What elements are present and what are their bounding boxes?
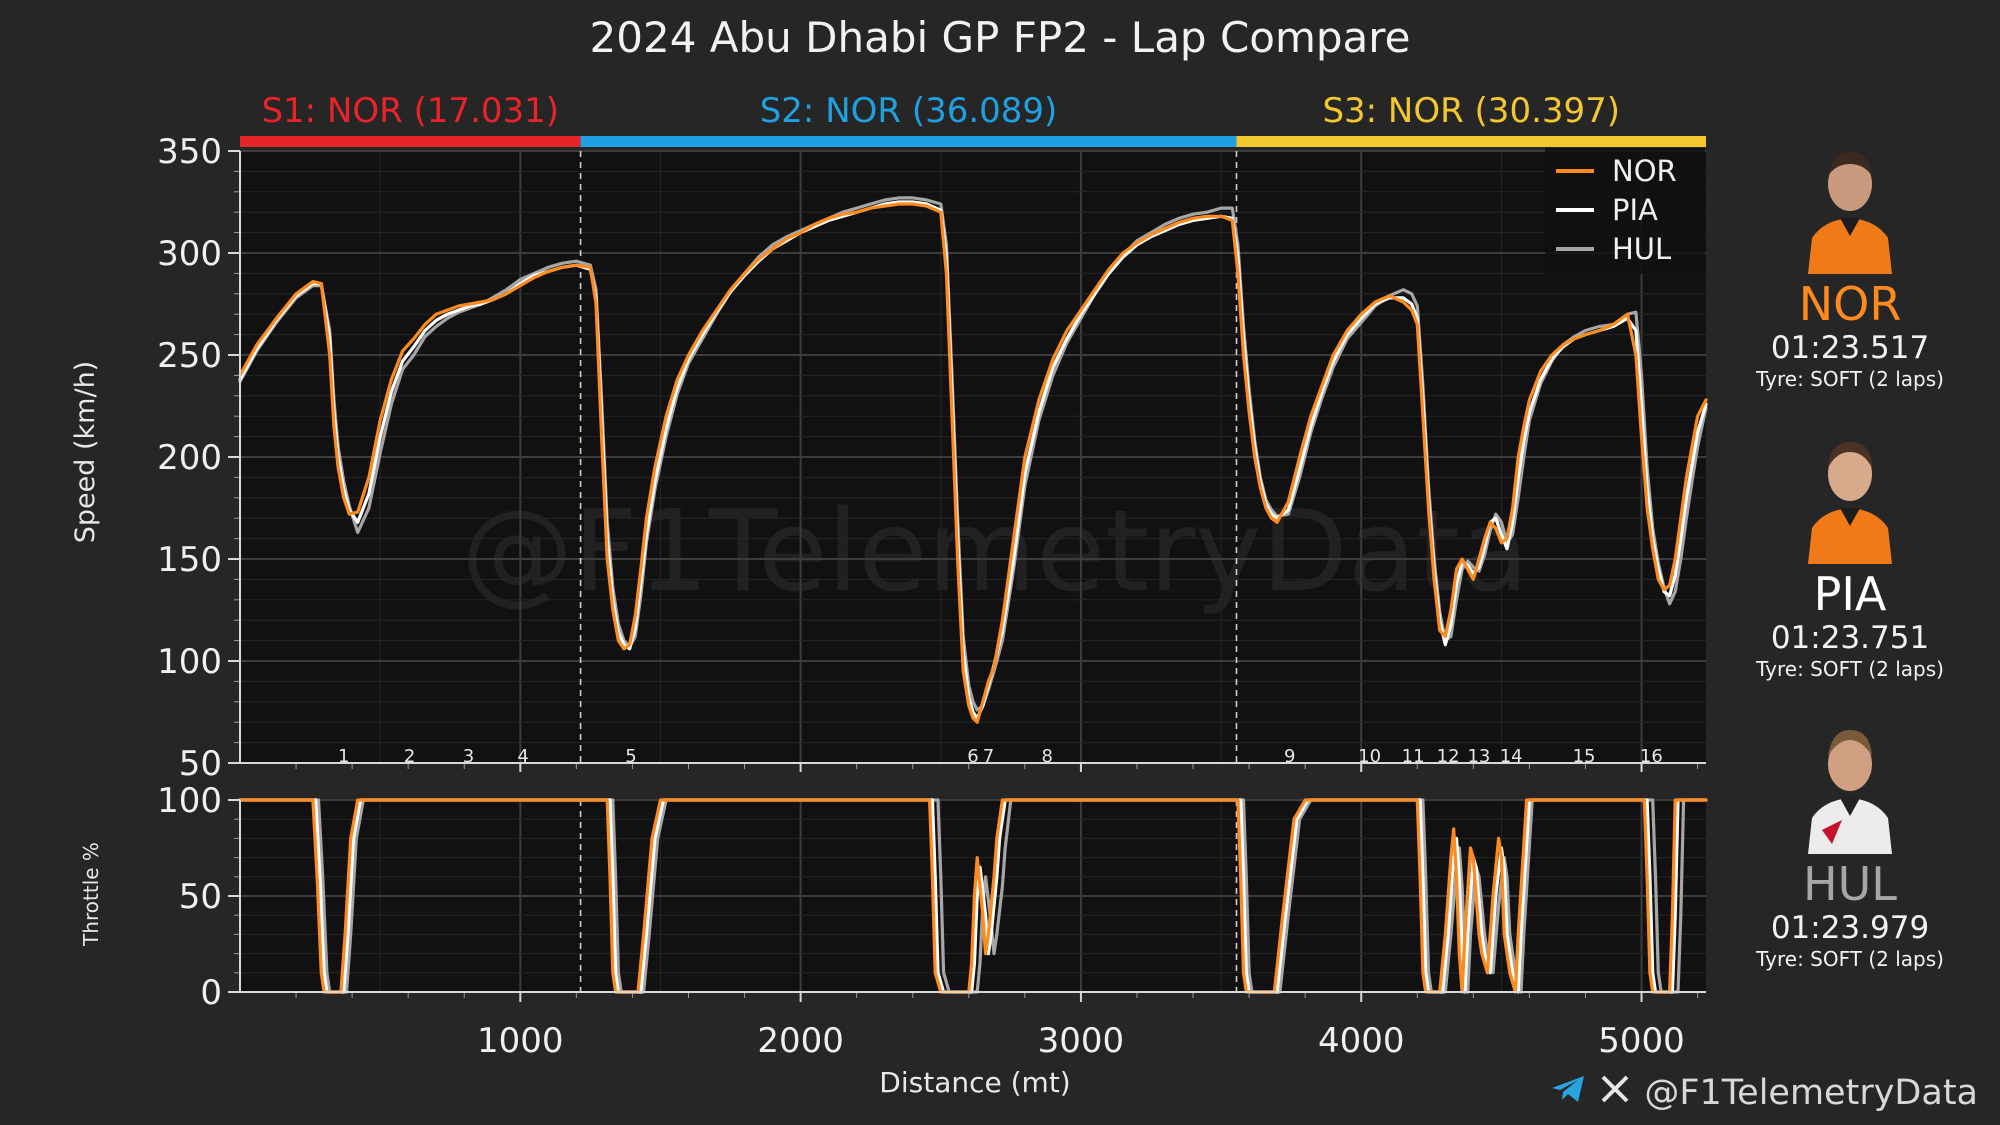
legend-label-nor: NOR — [1612, 154, 1677, 188]
throttle-ytick-label: 100 — [157, 781, 222, 821]
throttle-axis-label: Throttle % — [79, 842, 103, 947]
throttle-ytick-label: 50 — [179, 877, 222, 917]
speed-ytick-label: 350 — [157, 132, 222, 172]
corner-label-2: 2 — [404, 746, 415, 767]
xtick-label: 5000 — [1598, 1021, 1685, 1061]
telegram-icon[interactable] — [1550, 1073, 1586, 1113]
sector-bar-3 — [1236, 136, 1706, 147]
lap-time-pia: 01:23.751 — [1770, 620, 1930, 656]
corner-label-15: 15 — [1573, 746, 1596, 767]
speed-ytick-label: 50 — [179, 744, 222, 784]
corner-label-3: 3 — [463, 746, 474, 767]
speed-ytick-label: 150 — [157, 540, 222, 580]
sector-labels: S1: NOR (17.031) S2: NOR (36.089) S3: NOR … — [261, 91, 1620, 131]
sector-label-2: S2: NOR (36.089) — [760, 91, 1058, 131]
throttle-series — [238, 798, 1708, 994]
legend-label-hul: HUL — [1612, 232, 1671, 266]
tyre-info-nor: Tyre: SOFT (2 laps) — [1756, 367, 1944, 391]
speed-series — [238, 196, 1708, 724]
sector-label-3: S3: NOR (30.397) — [1322, 91, 1620, 131]
driver-card-nor: NOR 01:23.517 Tyre: SOFT (2 laps) — [1745, 140, 1955, 392]
tyre-info-pia: Tyre: SOFT (2 laps) — [1756, 657, 1944, 681]
corner-label-11: 11 — [1402, 746, 1425, 767]
driver-card-hul: HUL 01:23.979 Tyre: SOFT (2 laps) — [1745, 720, 1955, 972]
corner-label-13: 13 — [1467, 746, 1490, 767]
chart-title: 2024 Abu Dhabi GP FP2 - Lap Compare — [590, 13, 1411, 62]
corner-label-1: 1 — [338, 746, 349, 767]
corner-labels: 1 2 3 4 5 6 7 8 9 10 11 12 13 14 15 16 — [338, 746, 1663, 767]
xtick-label: 1000 — [477, 1021, 564, 1061]
legend-label-pia: PIA — [1612, 193, 1658, 227]
corner-label-4: 4 — [517, 746, 528, 767]
corner-label-12: 12 — [1437, 746, 1460, 767]
lap-time-nor: 01:23.517 — [1770, 330, 1930, 366]
throttle-ytick-label: 0 — [200, 973, 222, 1013]
corner-label-5: 5 — [625, 746, 636, 767]
sector-bar-2 — [580, 136, 1237, 147]
sector-bar-1 — [240, 136, 581, 147]
tyre-info-hul: Tyre: SOFT (2 laps) — [1756, 947, 1944, 971]
xtick-label: 3000 — [1038, 1021, 1125, 1061]
sector-bars — [240, 136, 1706, 147]
speed-line-pia — [238, 200, 1708, 720]
footer-handle: @F1TelemetryData — [1644, 1073, 1978, 1113]
xtick-label: 4000 — [1318, 1021, 1405, 1061]
driver-photo-hul — [1802, 720, 1898, 854]
throttle-line-nor — [238, 798, 1708, 994]
xtick-label: 2000 — [757, 1021, 844, 1061]
driver-code-pia: PIA — [1813, 567, 1887, 621]
corner-label-14: 14 — [1500, 746, 1523, 767]
speed-ytick-label: 100 — [157, 642, 222, 682]
corner-label-7: 7 — [983, 746, 994, 767]
speed-ytick-label: 250 — [157, 336, 222, 376]
corner-label-9: 9 — [1284, 746, 1295, 767]
watermark: @F1TelemetryData — [461, 487, 1529, 617]
driver-code-hul: HUL — [1803, 857, 1897, 911]
corner-label-10: 10 — [1358, 746, 1381, 767]
throttle-line-pia — [238, 798, 1708, 994]
footer-credits: @F1TelemetryData — [1550, 1073, 1978, 1113]
driver-code-nor: NOR — [1798, 277, 1902, 331]
corner-label-16: 16 — [1640, 746, 1663, 767]
lap-time-hul: 01:23.979 — [1770, 910, 1930, 946]
corner-label-8: 8 — [1042, 746, 1053, 767]
corner-label-6: 6 — [967, 746, 978, 767]
speed-ytick-label: 200 — [157, 438, 222, 478]
driver-photo-pia — [1802, 430, 1898, 564]
x-logo-icon[interactable] — [1600, 1073, 1630, 1113]
driver-card-pia: PIA 01:23.751 Tyre: SOFT (2 laps) — [1745, 430, 1955, 682]
speed-axis-label: Speed (km/h) — [70, 361, 101, 543]
x-axis-label: Distance (mt) — [879, 1066, 1070, 1099]
driver-photo-nor — [1802, 140, 1898, 274]
speed-line-nor — [238, 202, 1708, 724]
sector-label-1: S1: NOR (17.031) — [261, 91, 559, 131]
legend: NOR PIA HUL — [1545, 148, 1705, 274]
speed-ytick-label: 300 — [157, 234, 222, 274]
